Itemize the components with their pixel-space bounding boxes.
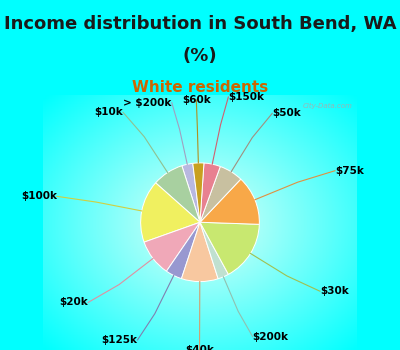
Wedge shape bbox=[182, 163, 200, 222]
Text: $75k: $75k bbox=[335, 166, 364, 176]
Wedge shape bbox=[200, 167, 241, 222]
Text: White residents: White residents bbox=[132, 80, 268, 95]
Wedge shape bbox=[200, 163, 220, 222]
Text: $30k: $30k bbox=[320, 286, 349, 296]
Wedge shape bbox=[200, 222, 259, 274]
Text: > $200k: > $200k bbox=[123, 98, 172, 108]
Wedge shape bbox=[141, 183, 200, 242]
Text: $150k: $150k bbox=[228, 92, 264, 102]
Text: $100k: $100k bbox=[21, 191, 57, 201]
Wedge shape bbox=[182, 222, 218, 282]
Text: $200k: $200k bbox=[253, 332, 289, 342]
Wedge shape bbox=[166, 222, 200, 279]
Wedge shape bbox=[200, 222, 228, 279]
Text: City-Data.com: City-Data.com bbox=[303, 103, 352, 109]
Text: Income distribution in South Bend, WA: Income distribution in South Bend, WA bbox=[4, 15, 396, 33]
Wedge shape bbox=[200, 179, 259, 224]
Text: $20k: $20k bbox=[60, 298, 88, 307]
Text: $125k: $125k bbox=[102, 335, 138, 345]
Text: $50k: $50k bbox=[272, 108, 301, 118]
Wedge shape bbox=[193, 163, 204, 222]
Wedge shape bbox=[156, 166, 200, 222]
Text: (%): (%) bbox=[183, 47, 217, 65]
Text: $40k: $40k bbox=[185, 345, 214, 350]
Wedge shape bbox=[144, 222, 200, 271]
Text: $60k: $60k bbox=[182, 95, 211, 105]
Text: $10k: $10k bbox=[94, 107, 123, 117]
